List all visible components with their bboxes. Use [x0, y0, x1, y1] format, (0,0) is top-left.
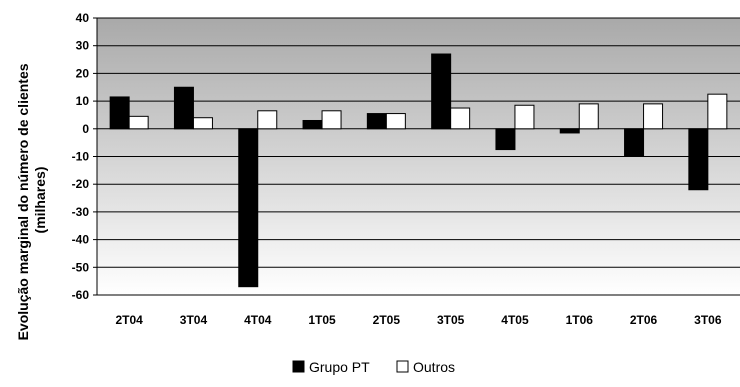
bar-outros-2t05 [386, 114, 405, 129]
bar-outros-2t04 [129, 116, 148, 128]
y-tick-label: -40 [72, 233, 90, 247]
x-tick-label: 4T04 [244, 313, 272, 327]
legend-label-outros: Outros [413, 359, 455, 375]
y-tick-label: -10 [72, 150, 90, 164]
bar-grupo-pt-2t06 [625, 129, 644, 157]
bar-outros-3t05 [451, 108, 470, 129]
bar-outros-1t06 [579, 104, 598, 129]
y-axis-label-line-2: (milhares) [32, 167, 48, 234]
x-tick-label: 1T06 [566, 313, 594, 327]
x-tick-label: 1T05 [308, 313, 336, 327]
y-tick-label: 30 [76, 39, 90, 53]
legend-label-grupo-pt: Grupo PT [309, 359, 370, 375]
bar-grupo-pt-1t06 [560, 129, 579, 133]
y-tick-label: 20 [76, 66, 90, 80]
y-tick-label: -60 [72, 288, 90, 302]
bar-grupo-pt-3t06 [689, 129, 708, 190]
bar-grupo-pt-4t04 [239, 129, 258, 287]
bar-outros-2t06 [644, 104, 663, 129]
bar-grupo-pt-2t04 [110, 97, 129, 129]
x-tick-label: 2T04 [115, 313, 143, 327]
bar-grupo-pt-3t04 [174, 87, 193, 129]
bar-outros-3t06 [708, 94, 727, 129]
x-tick-label: 3T04 [180, 313, 208, 327]
bar-grupo-pt-1t05 [303, 120, 322, 128]
y-tick-label: -30 [72, 205, 90, 219]
bar-outros-3t04 [193, 118, 212, 129]
y-tick-label: 0 [82, 122, 89, 136]
y-tick-labels: 40 30 20 10 0 -10 -20 -30 -40 -50 -60 [72, 11, 90, 302]
bar-grupo-pt-2t05 [367, 114, 386, 129]
x-tick-label: 4T05 [501, 313, 529, 327]
x-tick-label: 2T05 [373, 313, 401, 327]
legend: Grupo PT Outros [293, 359, 455, 375]
bar-outros-4t05 [515, 105, 534, 129]
bar-outros-4t04 [258, 111, 277, 129]
bar-outros-1t05 [322, 111, 341, 129]
y-tick-label: 10 [76, 94, 90, 108]
legend-swatch-outros [397, 361, 408, 372]
bar-grupo-pt-4t05 [496, 129, 515, 150]
y-tick-label: 40 [76, 11, 90, 25]
x-tick-labels: 2T04 3T04 4T04 1T05 2T05 3T05 4T05 1T06 2T06 3T06 [115, 313, 721, 327]
y-tick-label: -20 [72, 177, 90, 191]
y-axis-label: Evolução marginal do número de clientes … [15, 60, 48, 341]
x-tick-label: 2T06 [630, 313, 658, 327]
y-tick-label: -50 [72, 260, 90, 274]
y-axis-label-line-1: Evolução marginal do número de clientes [15, 63, 31, 340]
legend-swatch-grupo-pt [293, 361, 304, 372]
x-tick-label: 3T06 [694, 313, 722, 327]
bar-grupo-pt-3t05 [432, 54, 451, 129]
x-tick-label: 3T05 [437, 313, 465, 327]
